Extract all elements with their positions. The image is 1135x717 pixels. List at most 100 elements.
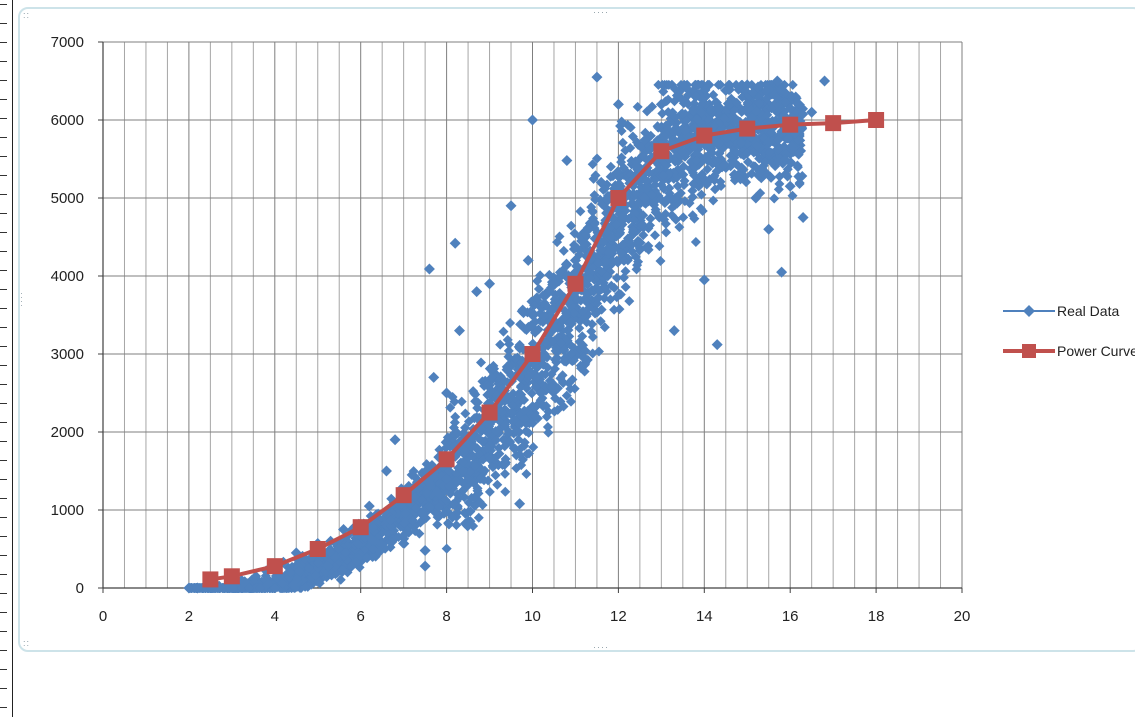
real-data-point: [449, 396, 460, 407]
real-data-point: [771, 75, 783, 87]
chart-legend[interactable]: Real Data Power Curve: [1003, 303, 1135, 359]
real-data-point: [473, 433, 484, 444]
real-data-point: [441, 442, 452, 453]
series-real-data-cloud: [184, 79, 809, 593]
real-data-point: [698, 274, 710, 286]
resize-handle-bottom-left[interactable]: ::: [23, 638, 31, 648]
real-data-point: [450, 475, 461, 486]
real-data-point: [655, 98, 667, 110]
real-data-point: [763, 223, 775, 235]
real-data-point: [191, 582, 203, 594]
real-data-point: [731, 97, 742, 108]
real-data-point: [719, 113, 730, 124]
real-data-point: [547, 305, 558, 316]
real-data-point: [696, 189, 707, 200]
real-data-point: [620, 266, 631, 277]
ruler-tick: [0, 574, 7, 575]
ruler-tick: [0, 346, 7, 347]
real-data-point: [546, 382, 557, 393]
real-data-point: [524, 448, 535, 459]
power-curve-marker: [395, 487, 412, 504]
real-data-point: [580, 345, 591, 356]
resize-handle-top-left[interactable]: ::: [23, 10, 31, 20]
real-data-point: [677, 146, 688, 157]
legend-item-power-curve[interactable]: Power Curve: [1003, 343, 1135, 359]
real-data-point: [542, 422, 553, 433]
real-data-point: [743, 157, 754, 168]
real-data-point: [587, 205, 598, 216]
real-data-point: [539, 297, 550, 308]
real-data-point: [490, 470, 501, 481]
power-curve-marker: [610, 190, 627, 206]
real-data-point: [449, 237, 461, 249]
real-data-point: [503, 351, 514, 362]
ruler-tick: [0, 137, 7, 138]
real-data-point: [464, 467, 475, 478]
real-data-point: [443, 519, 454, 530]
real-data-point: [797, 212, 809, 223]
real-data-point: [641, 183, 652, 194]
real-data-point: [423, 263, 435, 275]
real-data-point: [762, 109, 773, 120]
real-data-point: [511, 426, 522, 437]
real-data-point: [711, 339, 723, 351]
y-tick-label: 2000: [51, 424, 84, 441]
power-curve-marker: [653, 143, 670, 160]
real-data-point: [503, 426, 514, 437]
real-data-point: [633, 197, 644, 208]
real-data-point: [569, 254, 581, 266]
ruler-tick: [0, 422, 7, 423]
legend-item-real-data[interactable]: Real Data: [1003, 303, 1119, 319]
resize-handle-bottom[interactable]: ····: [593, 642, 609, 652]
real-data-point: [611, 255, 622, 266]
real-data-point: [577, 331, 588, 342]
real-data-point: [786, 90, 797, 101]
real-data-point: [398, 530, 409, 541]
ruler-tick: [0, 308, 7, 309]
ruler-tick: [0, 194, 7, 195]
real-data-point: [569, 308, 580, 319]
real-data-point: [485, 453, 496, 464]
real-data-point: [615, 247, 626, 258]
real-data-point: [626, 246, 637, 257]
real-data-point: [529, 300, 540, 311]
ruler-tick: [0, 327, 7, 328]
real-data-point: [672, 181, 683, 192]
real-data-point: [719, 160, 730, 171]
real-data-point: [440, 494, 451, 505]
real-data-point: [687, 210, 698, 221]
real-data-point: [773, 144, 784, 155]
real-data-point: [310, 570, 321, 581]
real-data-point: [746, 168, 757, 179]
real-data-point: [663, 107, 674, 118]
real-data-point: [500, 419, 511, 430]
real-data-point: [484, 418, 496, 430]
real-data-point: [554, 272, 565, 283]
real-data-point: [725, 99, 736, 110]
ruler-tick: [0, 479, 7, 480]
real-data-point: [784, 102, 796, 114]
power-curve-marker: [223, 568, 240, 585]
real-data-point: [504, 339, 515, 350]
real-data-point: [487, 363, 498, 374]
real-data-point: [702, 164, 713, 175]
real-data-point: [400, 516, 411, 527]
real-data-point: [448, 499, 459, 510]
real-data-point: [620, 282, 631, 293]
real-data-point: [460, 422, 471, 433]
resize-handle-top[interactable]: ····: [593, 7, 609, 17]
worksheet-row-ruler: [0, 0, 13, 717]
real-data-point: [239, 576, 251, 588]
power-curve-marker: [524, 346, 541, 362]
resize-handle-left[interactable]: ····: [17, 292, 27, 308]
real-data-point: [791, 97, 802, 108]
real-data-point: [742, 97, 753, 108]
ruler-tick: [0, 42, 7, 43]
real-data-point: [776, 266, 788, 278]
real-data-point: [668, 325, 680, 337]
real-data-point: [560, 311, 571, 322]
real-data-point: [587, 332, 598, 343]
real-data-point: [487, 460, 498, 471]
real-data-point: [504, 436, 515, 447]
real-data-point: [514, 498, 526, 510]
